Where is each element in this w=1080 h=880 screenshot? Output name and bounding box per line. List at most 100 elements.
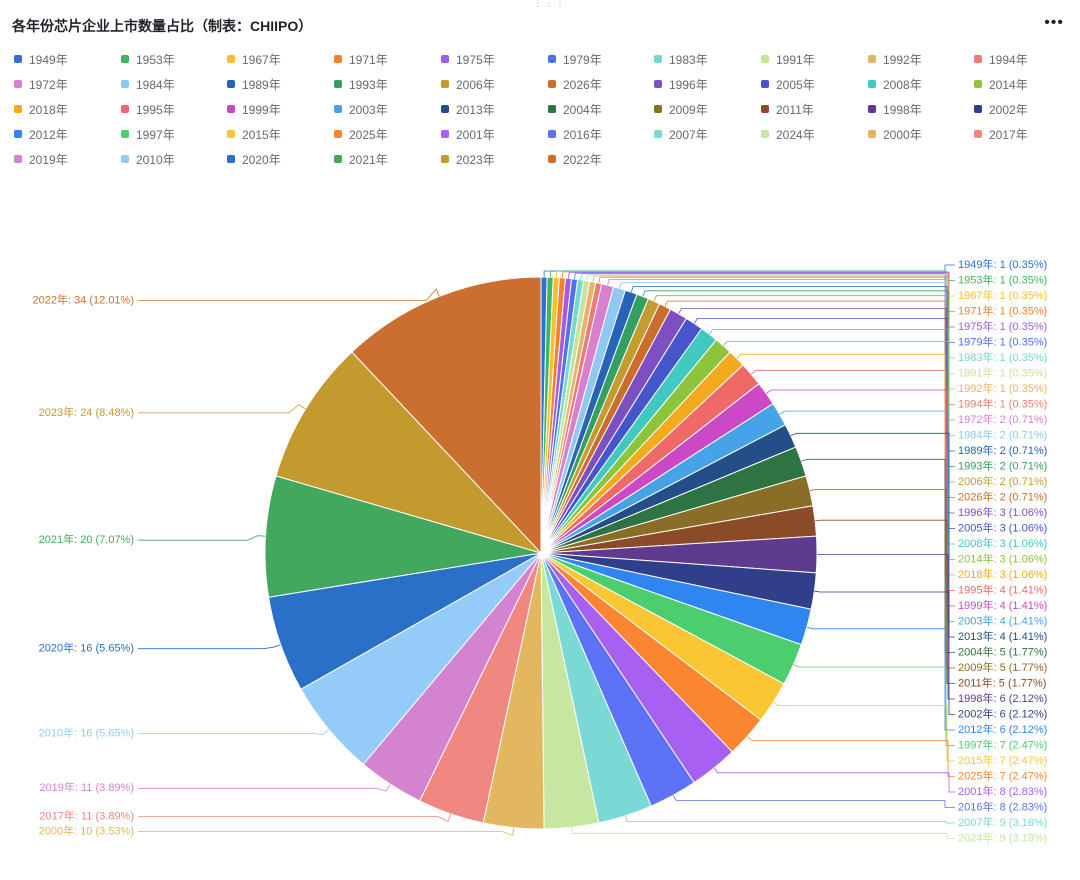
slice-label: 1994年: 1 (0.35%) (958, 396, 1047, 410)
legend-item[interactable]: 2012年 (14, 125, 68, 143)
pie-slice[interactable] (275, 351, 543, 554)
legend-item[interactable]: 2000年 (868, 125, 922, 143)
legend-item[interactable]: 2019年 (14, 150, 68, 168)
legend-swatch (654, 130, 662, 138)
legend-swatch (121, 55, 129, 63)
legend-swatch (548, 105, 556, 113)
legend-label: 2009年 (669, 102, 708, 117)
legend-label: 1999年 (242, 102, 281, 117)
slice-label: 1989年: 2 (0.71%) (958, 443, 1047, 457)
legend-item[interactable]: 1994年 (974, 50, 1028, 68)
legend-swatch (868, 80, 876, 88)
legend-item[interactable]: 1999年 (227, 100, 281, 118)
legend-item[interactable]: 1984年 (121, 75, 175, 93)
legend-item[interactable]: 2003年 (334, 100, 388, 118)
legend-item[interactable]: 2022年 (548, 150, 602, 168)
legend-item[interactable]: 2013年 (441, 100, 495, 118)
slice-label: 2025年: 7 (2.47%) (958, 768, 1047, 782)
legend-swatch (654, 80, 662, 88)
drag-handle-icon[interactable]: ⋮⋮⋮ (533, 0, 566, 9)
legend-swatch (974, 80, 982, 88)
legend-item[interactable]: 2004年 (548, 100, 602, 118)
slice-label: 2017年: 11 (3.89%) (39, 809, 134, 823)
slice-label: 1999年: 4 (1.41%) (958, 598, 1047, 612)
legend-item[interactable]: 1995年 (121, 100, 175, 118)
legend-swatch (548, 55, 556, 63)
legend-swatch (121, 80, 129, 88)
legend-item[interactable]: 1997年 (121, 125, 175, 143)
legend-swatch (227, 55, 235, 63)
legend-label: 2019年 (29, 152, 68, 167)
legend-label: 2021年 (349, 152, 388, 167)
legend-label: 1989年 (242, 77, 281, 92)
legend-item[interactable]: 2016年 (548, 125, 602, 143)
legend-label: 2018年 (29, 102, 68, 117)
slice-label: 1983年: 1 (0.35%) (958, 350, 1047, 364)
more-icon[interactable]: ••• (1044, 14, 1064, 31)
legend-item[interactable]: 2018年 (14, 100, 68, 118)
leader-line (138, 729, 330, 736)
legend-swatch (654, 105, 662, 113)
legend-swatch (548, 80, 556, 88)
chart-title: 各年份芯片企业上市数量占比（制表：CHIIPO） (12, 18, 313, 34)
legend-label: 1979年 (563, 52, 602, 67)
pie-slice[interactable] (351, 276, 542, 555)
legend-item[interactable]: 1971年 (334, 50, 388, 68)
legend-item[interactable]: 2024年 (761, 125, 815, 143)
legend-item[interactable]: 1983年 (654, 50, 708, 68)
legend-item[interactable]: 2010年 (121, 150, 175, 168)
legend-item[interactable]: 1993年 (334, 75, 388, 93)
legend-swatch (334, 130, 342, 138)
legend-item[interactable]: 2002年 (974, 100, 1028, 118)
legend-label: 1997年 (136, 127, 175, 142)
legend-item[interactable]: 2008年 (868, 75, 922, 93)
legend-label: 2004年 (563, 102, 602, 117)
legend-item[interactable]: 1989年 (227, 75, 281, 93)
legend-item[interactable]: 2014年 (974, 75, 1028, 93)
legend-item[interactable]: 2023年 (441, 150, 495, 168)
legend-swatch (14, 80, 22, 88)
legend-item[interactable]: 1967年 (227, 50, 281, 68)
legend-swatch (548, 130, 556, 138)
legend-item[interactable]: 2006年 (441, 75, 495, 93)
legend-item[interactable]: 1949年 (14, 50, 68, 68)
slice-label: 1967年: 1 (0.35%) (958, 288, 1047, 302)
slice-label: 2012年: 6 (2.12%) (958, 722, 1047, 736)
legend-item[interactable]: 2017年 (974, 125, 1028, 143)
legend-item[interactable]: 1996年 (654, 75, 708, 93)
legend-label: 1983年 (669, 52, 708, 67)
slice-label: 2004年: 5 (1.77%) (958, 644, 1047, 658)
legend-item[interactable]: 2001年 (441, 125, 495, 143)
legend-label: 2013年 (456, 102, 495, 117)
legend-item[interactable]: 1998年 (868, 100, 922, 118)
legend-item[interactable]: 2009年 (654, 100, 708, 118)
leader-line (568, 271, 955, 328)
legend-item[interactable]: 2021年 (334, 150, 388, 168)
legend-item[interactable]: 2007年 (654, 125, 708, 143)
leader-line (723, 340, 955, 560)
legend-item[interactable]: 1979年 (548, 50, 602, 68)
legend-item[interactable]: 2015年 (227, 125, 281, 143)
legend-item[interactable]: 1972年 (14, 75, 68, 93)
legend-item[interactable]: 2026年 (548, 75, 602, 93)
legend-swatch (441, 105, 449, 113)
legend-label: 1967年 (242, 52, 281, 67)
legend-item[interactable]: 2020年 (227, 150, 281, 168)
slice-label: 1991年: 1 (0.35%) (958, 365, 1047, 379)
pie-slice[interactable] (264, 475, 542, 598)
slice-label: 2002年: 6 (2.12%) (958, 706, 1047, 720)
leader-line (678, 308, 955, 514)
leader-line (815, 519, 955, 684)
legend-label: 2014年 (989, 77, 1028, 92)
legend-item[interactable]: 1975年 (441, 50, 495, 68)
legend-item[interactable]: 1992年 (868, 50, 922, 68)
legend-swatch (654, 55, 662, 63)
legend-item[interactable]: 2025年 (334, 125, 388, 143)
legend-item[interactable]: 2005年 (761, 75, 815, 93)
legend-item[interactable]: 1991年 (761, 50, 815, 68)
legend-label: 2008年 (883, 77, 922, 92)
slice-label: 1971年: 1 (0.35%) (958, 303, 1047, 317)
legend-item[interactable]: 1953年 (121, 50, 175, 68)
legend-item[interactable]: 2011年 (761, 100, 814, 118)
legend-label: 2012年 (29, 127, 68, 142)
